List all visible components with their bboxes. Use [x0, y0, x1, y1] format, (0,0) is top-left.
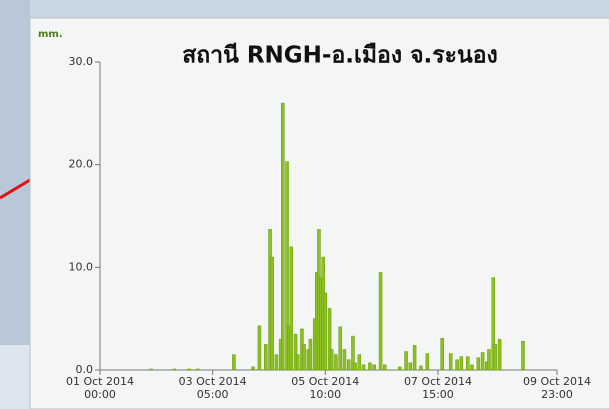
- bar: [285, 161, 289, 371]
- x-tick-label: 03 Oct 2014 05:00: [178, 375, 247, 401]
- bar: [232, 354, 236, 371]
- bar: [425, 353, 430, 371]
- bar: [412, 345, 417, 371]
- bar: [308, 338, 313, 371]
- x-tick-label: 01 Oct 2014 00:00: [65, 375, 134, 401]
- bar: [196, 368, 200, 371]
- bar: [397, 366, 402, 371]
- bar: [491, 277, 495, 371]
- bar: [274, 354, 279, 371]
- background-panel: [0, 345, 30, 409]
- bar: [302, 344, 306, 371]
- bar: [353, 362, 357, 371]
- bar: [295, 354, 300, 371]
- bar: [334, 354, 338, 371]
- bar: [293, 333, 298, 371]
- background-line: [0, 178, 31, 200]
- bar: [378, 272, 383, 371]
- bar: [440, 337, 444, 371]
- x-tick-label: 07 Oct 2014 15:00: [403, 375, 472, 401]
- x-tick-label: 05 Oct 2014 10:00: [291, 375, 360, 401]
- bar: [419, 365, 423, 371]
- x-tick-label: 09 Oct 2014 23:00: [522, 375, 591, 401]
- bar: [448, 353, 453, 371]
- bar: [187, 368, 192, 371]
- y-tick-label: 10.0: [69, 260, 94, 273]
- y-tick-label: 30.0: [69, 55, 94, 68]
- bar: [476, 357, 481, 371]
- bar: [281, 102, 285, 371]
- bar: [383, 364, 387, 371]
- bar: [172, 368, 177, 371]
- bar: [357, 354, 362, 371]
- bar: [521, 341, 525, 371]
- bar: [497, 338, 502, 371]
- bar: [329, 349, 334, 371]
- bar: [342, 349, 347, 371]
- bar: [459, 356, 464, 371]
- chart-title: สถานี RNGH-อ.เมือง จ.ระนอง: [182, 43, 498, 69]
- bar: [372, 364, 376, 371]
- bar: [264, 344, 268, 371]
- bar: [470, 364, 474, 371]
- bar: [408, 362, 413, 371]
- background-page: [0, 0, 30, 409]
- y-tick-label: 0.0: [76, 363, 94, 376]
- y-unit: mm.: [38, 29, 63, 40]
- bar: [368, 362, 372, 371]
- bar: [289, 246, 294, 371]
- y-tick-label: 20.0: [69, 158, 94, 171]
- bar: [257, 325, 262, 371]
- bar: [323, 292, 328, 371]
- bar: [351, 335, 355, 371]
- bar: [251, 366, 255, 371]
- bar: [338, 326, 342, 371]
- bar: [480, 352, 485, 371]
- bar: [327, 308, 332, 371]
- bar: [149, 368, 153, 371]
- bar: [361, 364, 366, 371]
- bar: [455, 359, 459, 371]
- bar: [270, 256, 274, 371]
- bar: [346, 359, 351, 371]
- bar: [404, 351, 408, 371]
- bar: [493, 344, 498, 371]
- bar: [465, 356, 470, 371]
- bar: [487, 349, 491, 371]
